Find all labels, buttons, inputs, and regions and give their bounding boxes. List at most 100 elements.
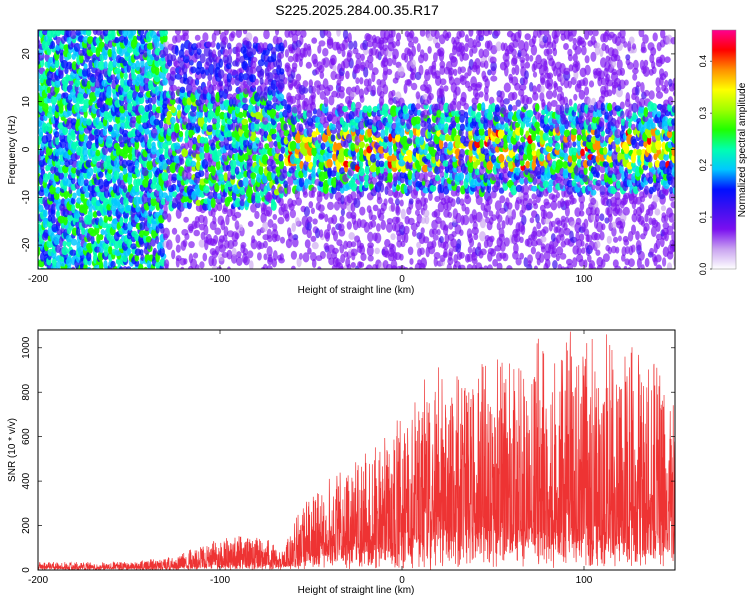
spectrogram-cell — [664, 79, 669, 88]
spectrogram-cell — [254, 78, 259, 86]
spectrogram-cell — [298, 123, 304, 133]
spectrogram-cell — [412, 36, 419, 44]
colorbar-tick-label: 0.3 — [698, 107, 708, 120]
spectrogram-cell — [342, 105, 349, 113]
spectrogram-cell — [591, 97, 596, 106]
spectrogram-cell — [315, 228, 321, 239]
spectrogram-cell — [363, 180, 370, 189]
spectrogram-cell — [291, 104, 299, 114]
spectrogram-cell — [184, 50, 190, 57]
spectrogram-cell — [398, 221, 404, 230]
spectrogram-cell — [103, 215, 109, 223]
spectrogram-cell — [595, 240, 601, 249]
snr-y-label: SNR (10 * v/v) — [7, 418, 18, 482]
spectrogram-cell — [339, 117, 345, 125]
spectrogram-cell — [354, 85, 360, 95]
spectrogram-cell — [584, 55, 590, 64]
spectrogram-cell — [86, 140, 93, 150]
spectrogram-cell — [437, 47, 445, 57]
spectrogram-cell — [386, 68, 393, 75]
spectrogram-cell — [293, 157, 301, 165]
spectrogram-cell — [46, 111, 53, 119]
spectrogram-cell — [127, 102, 133, 113]
spectrogram-cell — [318, 161, 325, 170]
spectrogram-cell — [550, 233, 556, 242]
spectrogram-cell — [111, 45, 116, 55]
spectrogram-cell — [386, 218, 394, 225]
spectrogram-cell — [581, 247, 586, 255]
spectrogram-cell — [283, 39, 288, 48]
spectrogram-cell — [86, 242, 93, 251]
spectrogram-cell — [159, 240, 165, 249]
spectrogram-cell — [367, 105, 372, 113]
spectrogram-cell — [333, 141, 338, 152]
spectrogram-cell — [183, 216, 189, 223]
spectrogram-cell — [202, 32, 209, 42]
spectrogram-cell — [399, 127, 405, 138]
spectrogram-cell — [476, 111, 482, 118]
spectrogram-cell — [241, 118, 249, 126]
spectrogram-cell — [640, 82, 645, 93]
spectrogram-cell — [539, 153, 545, 162]
spectrogram-cell — [363, 67, 369, 78]
spectrogram-cell — [319, 229, 324, 238]
spectrogram-cell — [50, 40, 56, 50]
spectrogram-cell — [151, 141, 156, 150]
spectrogram-cell — [139, 221, 146, 231]
spectrogram-cell — [310, 92, 317, 100]
spectrogram-cell — [70, 130, 76, 138]
spectrogram-cell — [318, 40, 326, 47]
spectrogram-cell — [362, 39, 369, 51]
spectrogram-cell — [102, 242, 109, 251]
spectrogram-cell — [134, 160, 140, 170]
spectrogram-cell — [182, 239, 188, 248]
spectrogram-cell — [330, 54, 337, 66]
spectrogram-cell — [449, 55, 457, 63]
spectrogram-cell — [139, 249, 144, 256]
spectrogram-cell — [481, 102, 486, 112]
spectrogram-cell — [216, 42, 221, 50]
spectrogram-cell — [150, 197, 157, 207]
spectrogram-cell — [338, 86, 345, 93]
spectrogram-cell — [148, 170, 153, 179]
spectrogram-cell — [42, 196, 49, 207]
spectrogram-cell — [162, 46, 169, 57]
spectrogram-cell — [320, 142, 326, 150]
spectrogram-cell — [211, 165, 216, 177]
spectrogram-cell — [213, 30, 221, 36]
spectrogram-cell — [318, 181, 324, 188]
spectrogram-cell — [350, 101, 356, 112]
spectrogram-cell — [601, 223, 606, 231]
spectrogram-cell — [397, 65, 405, 77]
spectrogram-cell — [415, 197, 421, 205]
spectrogram-cell — [226, 196, 233, 203]
spectrogram-cell — [440, 112, 445, 120]
spectrogram-cell — [170, 90, 176, 101]
spectrogram-cell — [301, 148, 309, 157]
colorbar-tick-label: 0.0 — [698, 263, 708, 276]
spectrogram-cell — [628, 36, 635, 44]
spectrogram-cell — [581, 45, 587, 56]
spectrogram-cell — [298, 253, 303, 260]
spectrogram-cell — [335, 258, 341, 268]
spectrogram-cell — [524, 61, 531, 69]
colorbar-scale — [711, 29, 737, 270]
spectrogram-cell — [463, 111, 469, 119]
spectrogram-cell — [186, 83, 193, 94]
spectrogram-cell — [113, 142, 120, 150]
spectrogram-cell — [295, 197, 303, 206]
spectrogram-cell — [419, 247, 425, 255]
spectrogram-cell — [51, 102, 56, 114]
spectrogram-cell — [137, 30, 145, 36]
spectrogram-cell — [195, 160, 201, 171]
spectrogram-cell — [247, 104, 254, 114]
spectrogram-cell — [195, 199, 202, 206]
spectrogram-cell — [525, 96, 533, 105]
snr-y-tick-label: 600 — [21, 428, 32, 445]
snr-x-label: Height of straight line (km) — [298, 585, 415, 596]
spectrogram-cell — [250, 203, 257, 213]
spectrogram-cell — [130, 243, 137, 250]
spectrogram-cell — [59, 52, 64, 64]
snr-y-tick-label: 200 — [21, 517, 32, 534]
